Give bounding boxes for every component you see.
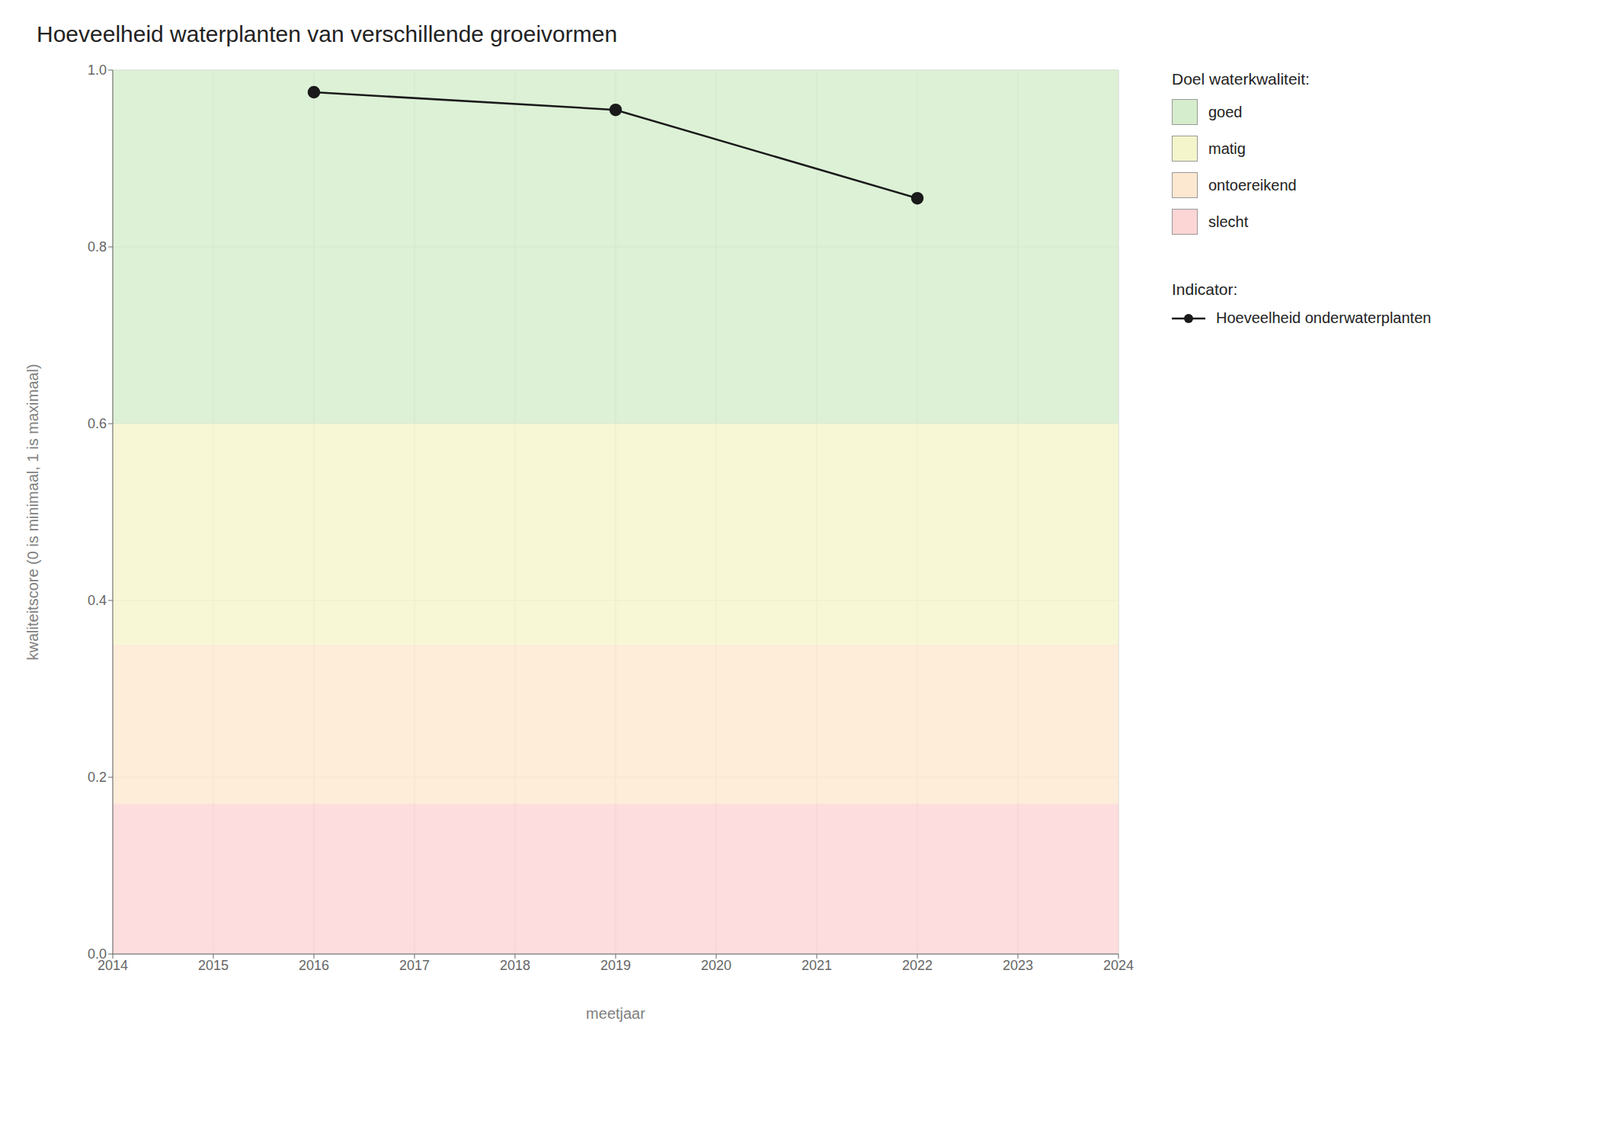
- html-text:Hoeveelheid waterplanten van v: Hoeveelheid waterplanten van verschillen…: [36, 21, 618, 47]
- svg-text:2015: 2015: [198, 957, 229, 973]
- svg-text:meetjaar: meetjaar: [585, 1004, 646, 1022]
- svg-text:0.0: 0.0: [87, 946, 107, 962]
- html-text:goed: goed: [1208, 103, 1243, 120]
- svg-text:2020: 2020: [700, 957, 732, 973]
- svg-text:0.4: 0.4: [87, 592, 107, 608]
- svg-text:2022: 2022: [902, 957, 933, 973]
- html-text:Doel waterkwaliteit:: Doel waterkwaliteit:: [1171, 70, 1310, 88]
- svg-text:1.0: 1.0: [87, 62, 107, 78]
- html-text:Hoeveelheid onderwaterplanten: Hoeveelheid onderwaterplanten: [1216, 309, 1432, 327]
- svg-text:2019: 2019: [600, 957, 631, 973]
- svg-text:2018: 2018: [499, 957, 531, 973]
- svg-text:2023: 2023: [1002, 957, 1034, 973]
- html-text:matig: matig: [1208, 139, 1246, 157]
- svg-text:kwaliteitscore (0 is minimaal,: kwaliteitscore (0 is minimaal, 1 is maxi…: [24, 364, 42, 661]
- html-text:Indicator:: Indicator:: [1171, 280, 1238, 298]
- html-text:ontoereikend: ontoereikend: [1208, 176, 1297, 194]
- svg-text:2016: 2016: [298, 957, 330, 973]
- html-text:slecht: slecht: [1208, 212, 1249, 230]
- svg-text:2024: 2024: [1103, 957, 1134, 973]
- svg-text:2021: 2021: [801, 957, 832, 973]
- svg-text:2017: 2017: [399, 957, 430, 973]
- svg-text:0.8: 0.8: [87, 239, 107, 255]
- svg-text:0.6: 0.6: [87, 416, 107, 432]
- svg-text:0.2: 0.2: [87, 769, 107, 785]
- svg-text:2014: 2014: [97, 957, 128, 973]
